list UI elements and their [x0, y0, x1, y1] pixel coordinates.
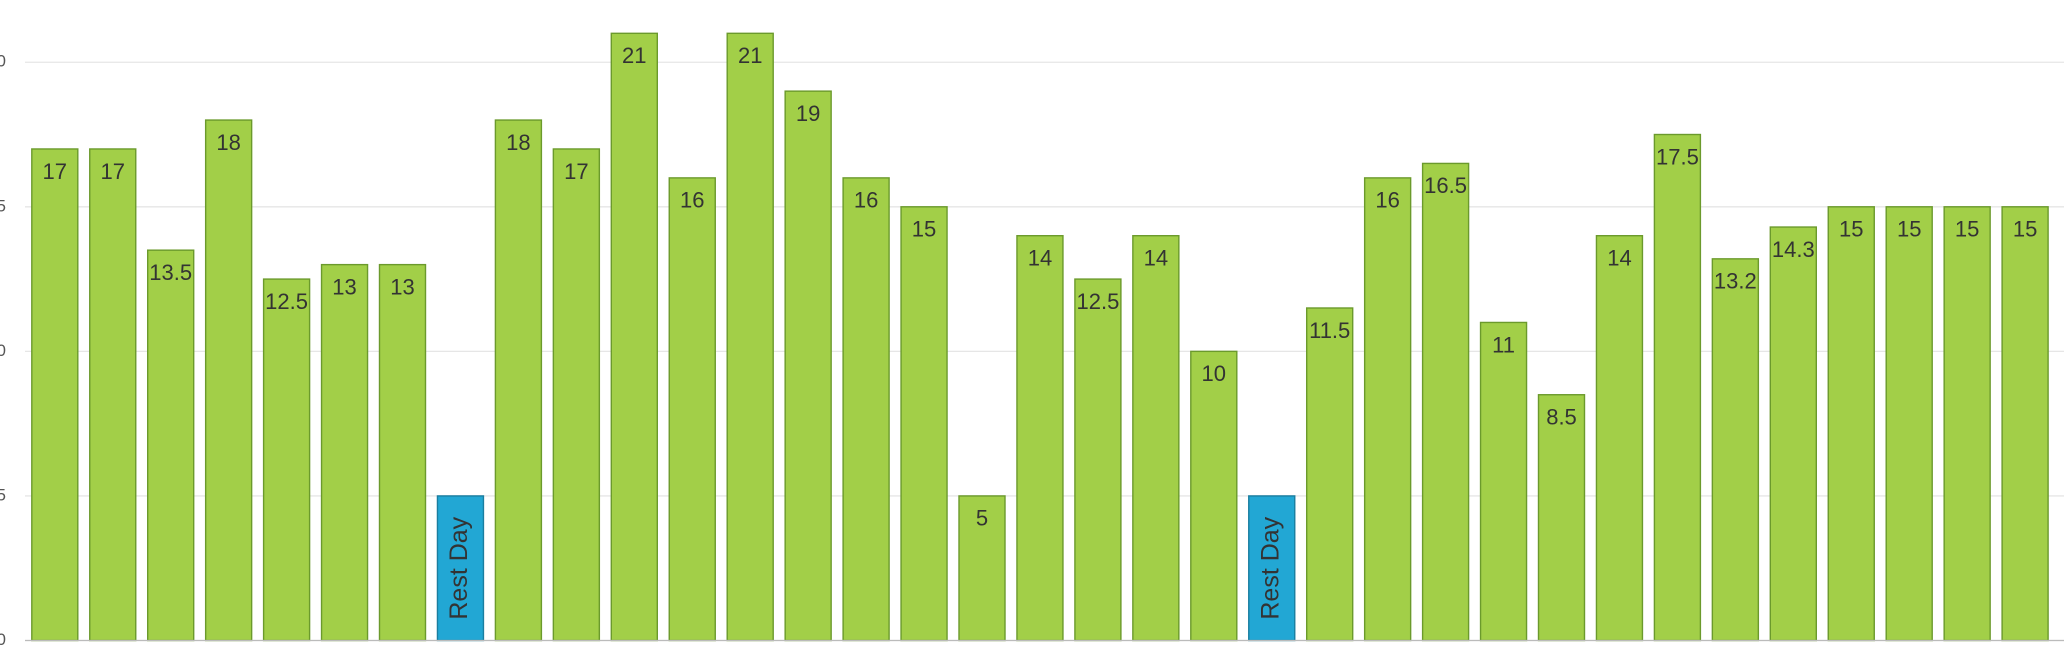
data-label: 12.5	[265, 289, 308, 314]
bar	[2001, 206, 2049, 642]
data-label: 14	[1607, 246, 1631, 271]
y-tick-label: 15	[0, 196, 6, 215]
bar	[1132, 235, 1180, 642]
bar	[1479, 321, 1528, 642]
data-label: 17.5	[1656, 144, 1699, 169]
data-label: 13	[390, 274, 414, 299]
bar	[1421, 162, 1470, 642]
data-label: 15	[1897, 217, 1921, 242]
y-tick-label: 20	[0, 52, 6, 71]
bar	[900, 206, 948, 642]
bar	[842, 177, 890, 642]
bar	[784, 90, 832, 642]
bar	[436, 495, 485, 642]
data-label: 13.5	[149, 260, 192, 285]
bar	[1711, 258, 1760, 642]
bar	[1885, 206, 1933, 642]
data-label: 17	[564, 159, 588, 184]
bar	[1537, 394, 1586, 642]
data-label: 14	[1028, 246, 1052, 271]
data-label: 11	[1492, 332, 1515, 357]
data-label: 14.3	[1772, 237, 1815, 262]
data-label: 16	[854, 188, 878, 213]
bar	[1016, 235, 1064, 642]
data-label: 18	[216, 130, 240, 155]
data-label: 8.5	[1546, 405, 1577, 430]
data-label: 15	[2013, 217, 2037, 242]
data-label: 16.5	[1424, 173, 1467, 198]
data-label: 21	[738, 43, 762, 68]
data-label: 16	[1375, 188, 1399, 213]
bar	[1305, 307, 1354, 642]
bar	[1769, 226, 1818, 642]
bar	[1363, 177, 1412, 642]
bar	[1827, 206, 1875, 642]
data-label: 19	[796, 101, 820, 126]
bar	[1943, 206, 1991, 642]
bar	[1248, 495, 1296, 642]
data-label: 10	[1202, 361, 1226, 386]
data-label: 21	[622, 43, 646, 68]
bar	[552, 148, 601, 642]
data-label: 13	[332, 274, 356, 299]
data-label: 16	[680, 188, 704, 213]
bar	[1190, 350, 1238, 642]
data-label: 14	[1144, 246, 1168, 271]
bar	[262, 278, 311, 642]
bar	[494, 119, 543, 642]
bar	[204, 119, 253, 642]
data-label: 13.2	[1714, 269, 1757, 294]
bar	[726, 32, 774, 642]
bar	[31, 148, 79, 642]
bar	[668, 177, 716, 642]
data-label: 15	[1955, 217, 1979, 242]
data-label: 5	[976, 506, 988, 531]
data-label: 15	[1839, 217, 1863, 242]
bar	[378, 263, 427, 642]
y-tick-label: 0	[0, 630, 6, 649]
bar	[1653, 133, 1702, 642]
data-label: 17	[43, 159, 67, 184]
bar-label: Rest Day	[445, 516, 473, 619]
bar	[1595, 235, 1644, 642]
bar	[320, 263, 369, 642]
bar	[1074, 278, 1122, 642]
data-label: 18	[506, 130, 530, 155]
data-label: 11.5	[1309, 318, 1350, 343]
bar	[89, 148, 137, 642]
y-tick-label: 10	[0, 341, 6, 360]
bar	[610, 32, 658, 642]
data-label: 15	[912, 217, 936, 242]
bar	[146, 249, 195, 642]
data-label: 12.5	[1076, 289, 1119, 314]
data-label: 17	[101, 159, 125, 184]
y-tick-label: 5	[0, 485, 6, 504]
bar-label: Rest Day	[1256, 516, 1284, 619]
